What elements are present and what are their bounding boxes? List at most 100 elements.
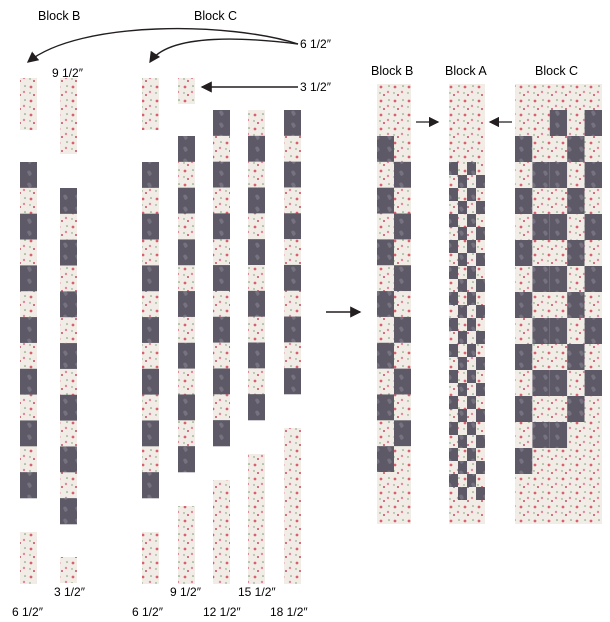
assembled-c-col-5-square — [584, 162, 602, 189]
assembled-a-col-4-square — [476, 474, 485, 488]
assembled-c-col-3-square — [549, 344, 568, 371]
assembled-c-col-2-square — [532, 344, 550, 371]
assembled-c-col-4-square — [567, 292, 585, 319]
assembled-c-col-5-square — [584, 240, 602, 267]
c-strip-4-checker-square — [248, 290, 265, 317]
assembled-c-col-1-square — [515, 162, 533, 189]
assembled-a-col-4-square — [476, 175, 485, 189]
c-strip-1-checker-square — [142, 239, 159, 266]
assembled-c-col-4-square — [567, 344, 585, 371]
assembled-a-col-2-square — [458, 240, 467, 254]
assembled-c-col-2-square — [532, 240, 550, 267]
b-strip-2-checker-square — [60, 188, 77, 215]
b-strip-2-checker-square — [60, 265, 77, 292]
assembled-a-col-2-square — [458, 279, 467, 293]
c-strip-5-checker-square — [284, 368, 301, 395]
curved-arrows — [26, 27, 299, 64]
assembled-b-col-1-square — [377, 316, 394, 344]
c-strip-4-checker-square — [248, 394, 265, 421]
c-strip-1-checker-square — [142, 265, 159, 292]
assembled-a-col-3-square — [467, 266, 476, 280]
assembled-a-col-4-square — [476, 344, 485, 358]
assembled-a-col-2-square — [458, 370, 467, 384]
assembled-c-col-3-bottom — [549, 448, 568, 524]
assembled-c-col-4-square — [567, 214, 585, 241]
assembled-c-col-3-square — [549, 422, 568, 449]
c-strip-3-checker-square — [213, 342, 230, 369]
assembled-a-col-3-square — [467, 279, 476, 293]
b-strip-2-checker-square — [60, 239, 77, 266]
assembled-c-col-4-bottom — [567, 422, 585, 524]
c-strip-2-checker-square — [178, 316, 195, 344]
assembled-a-col-1-square — [449, 253, 458, 267]
assembled-c-col-1-square — [515, 188, 533, 215]
assembled-c-col-5-square — [584, 344, 602, 371]
assembled-a-col-2-square — [458, 227, 467, 241]
assembled-b-col-1-square — [377, 136, 394, 163]
assembled-c-col-2-square — [532, 370, 550, 397]
assembled-c-col-3-square — [549, 240, 568, 267]
c-strip-2-bottom-floral — [178, 506, 195, 584]
assembled-a-col-4-square — [476, 214, 485, 228]
assembled-b-col-1-square — [377, 239, 394, 266]
assembled-c-col-5-bottom — [584, 396, 602, 524]
assembled-b-col-2-square — [394, 420, 411, 447]
assembled-a-col-3-square — [467, 240, 476, 254]
assembled-b-col-1-square — [377, 291, 394, 318]
assembled-a-col-2-square — [458, 396, 467, 410]
c-strip-1-checker-square — [142, 213, 159, 240]
assembled-a-col-4-square — [476, 370, 485, 384]
assembled-a-col-4-square — [476, 305, 485, 319]
c-strip-5-checker-square — [284, 342, 301, 369]
assembled-c-col-5-square — [584, 318, 602, 345]
assembled-a-col-1-square — [449, 331, 458, 345]
assembled-a-col-4-square — [476, 357, 485, 371]
b-strip-2-checker-square — [60, 446, 77, 473]
assembled-a-col-4-square — [476, 331, 485, 345]
assembled-a-col-3-square — [467, 474, 476, 488]
assembled-c-col-1-square — [515, 292, 533, 319]
assembled-a-col-3-square — [467, 188, 476, 202]
assembled-c-col-3-square — [549, 188, 568, 215]
c-strip-1-checker-square — [142, 317, 159, 344]
assembled-a-col-1-square — [449, 279, 458, 293]
assembled-c-col-5-square — [584, 188, 602, 215]
c-strip-1-bottom-floral — [142, 532, 159, 584]
assembled-c-col-3-square — [549, 266, 568, 293]
assembled-b-col-2-square — [394, 446, 411, 473]
assembled-a-col-3-square — [467, 331, 476, 345]
assembled-a-col-4-square — [476, 448, 485, 462]
c-strip-5-checker-square — [284, 213, 301, 240]
c-strip-1-checker-square — [142, 472, 159, 499]
assembled-a-col-1-square — [449, 357, 458, 371]
assembled-b-col-2-square — [394, 265, 411, 292]
assembled-c-col-4-square — [567, 110, 585, 137]
assembled-a-top-floral — [449, 84, 485, 162]
assembled-c-col-3-square — [549, 370, 568, 397]
c-strip-2-checker-square — [178, 342, 195, 369]
assembled-a-col-2-square — [458, 305, 467, 319]
assembled-a-col-2-square — [458, 409, 467, 423]
c-strip-4-checker-square — [248, 161, 265, 188]
assembled-a-col-3-square — [467, 305, 476, 319]
b-strip-2-bottom-floral — [60, 557, 77, 583]
c-strip-5-bottom-floral — [284, 428, 301, 584]
assembled-b-col-1-square — [377, 265, 394, 292]
c-strip-2-checker-square — [178, 394, 195, 421]
assembled-c-col-2-square — [532, 188, 550, 215]
b-strip-2-checker-square — [60, 394, 77, 421]
assembled-a-col-1-square — [449, 201, 458, 215]
assembled-c-col-4-square — [567, 370, 585, 397]
assembled-a-col-3-square — [467, 201, 476, 215]
assembled-b-col-1-square — [377, 161, 394, 188]
b-strip-1-checker-square — [20, 394, 37, 421]
assembled-a-col-1-square — [449, 474, 458, 488]
assembled-a-col-2-square — [458, 461, 467, 475]
c-strip-3-checker-square — [213, 239, 230, 266]
assembled-a-col-4-square — [476, 266, 485, 280]
c-strip-5-checker-square — [284, 135, 301, 162]
b-strip-1-checker-square — [20, 265, 37, 292]
assembled-c-col-2-square — [532, 136, 550, 163]
b-strip-2-top-floral — [60, 78, 77, 154]
assembled-c-col-1-square — [515, 448, 533, 475]
